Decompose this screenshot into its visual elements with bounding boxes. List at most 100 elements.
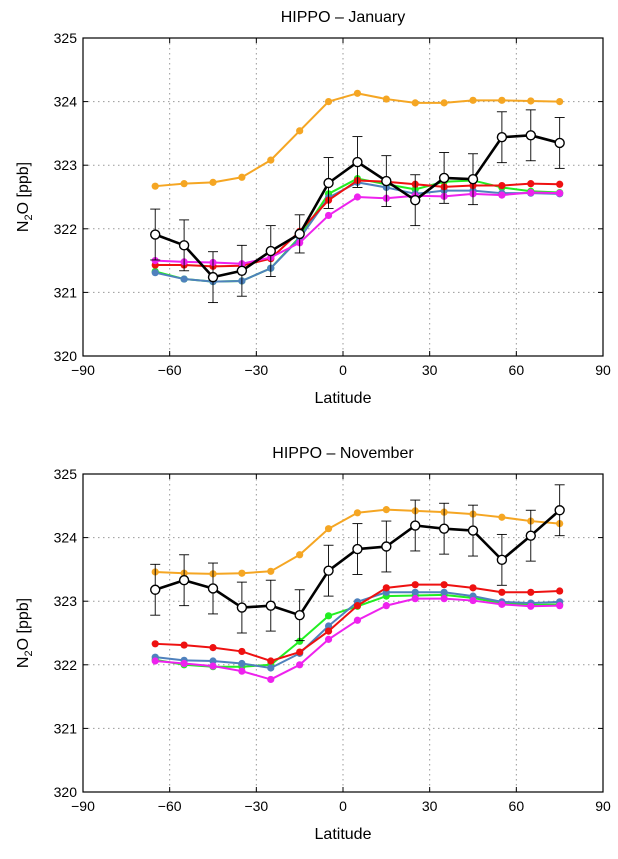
x-tick-label: 90 — [595, 798, 611, 814]
data-point — [324, 635, 333, 643]
data-point — [469, 96, 477, 104]
data-point — [324, 98, 333, 106]
data-point — [238, 569, 246, 577]
series-line — [155, 191, 560, 265]
data-point — [498, 191, 506, 199]
data-point — [324, 622, 333, 630]
data-point — [440, 99, 448, 107]
data-point — [323, 177, 334, 189]
data-point — [382, 506, 390, 514]
data-point — [238, 659, 246, 668]
y-tick-label: 322 — [54, 657, 78, 673]
data-point — [238, 667, 246, 675]
data-point — [323, 565, 334, 576]
data-point — [353, 509, 362, 517]
y-axis-label: N2O [ppb] — [15, 162, 35, 232]
data-point — [151, 640, 159, 648]
data-point — [296, 648, 304, 656]
data-point — [236, 602, 248, 613]
data-point — [556, 180, 564, 188]
y-tick-label: 324 — [54, 530, 78, 546]
data-point — [296, 661, 304, 669]
data-point — [180, 641, 188, 649]
data-point — [296, 551, 304, 559]
chart-panel-2: HIPPO – November −90 −60 −30 0 30 60 90 320 321 32… — [15, 445, 611, 843]
data-point — [265, 600, 276, 611]
data-point — [527, 188, 535, 197]
y-tick-label: 323 — [54, 593, 78, 609]
data-point — [151, 182, 159, 190]
x-tick-label: −30 — [244, 798, 268, 814]
data-point — [527, 602, 535, 610]
y-tick-label: 323 — [54, 157, 78, 173]
data-point — [209, 644, 217, 652]
data-point — [554, 137, 565, 149]
series-1 — [151, 506, 564, 578]
data-point — [178, 575, 190, 586]
data-point — [410, 520, 421, 531]
data-point — [151, 269, 159, 277]
series-1 — [151, 89, 564, 190]
data-point — [294, 609, 305, 621]
data-point — [324, 612, 333, 620]
data-point — [438, 523, 450, 534]
data-point — [324, 211, 333, 220]
series-6 — [150, 109, 565, 304]
data-point — [382, 602, 390, 610]
chart-title: HIPPO – January — [281, 9, 406, 26]
data-point — [151, 257, 159, 265]
x-tick-label: 60 — [509, 362, 525, 378]
data-point — [180, 180, 188, 188]
data-point — [209, 657, 217, 665]
data-point — [525, 130, 536, 141]
data-point — [353, 616, 362, 624]
data-point — [296, 637, 304, 645]
data-point — [438, 172, 450, 184]
data-point — [238, 173, 246, 181]
data-point — [556, 189, 564, 197]
data-point — [411, 99, 419, 107]
data-point — [353, 602, 362, 610]
data-point — [554, 505, 565, 516]
y-axis-label: N2O [ppb] — [15, 598, 35, 668]
data-point — [440, 581, 448, 589]
data-point — [267, 675, 275, 684]
y-tick-label: 321 — [54, 720, 78, 736]
data-point — [381, 175, 392, 187]
x-axis-label: Latitude — [315, 826, 372, 843]
data-point — [236, 265, 248, 276]
x-tick-label: −60 — [158, 362, 182, 378]
data-point — [498, 96, 506, 104]
x-tick-label: 30 — [422, 798, 438, 814]
data-point — [180, 659, 188, 668]
data-point — [411, 595, 419, 603]
y-axis-label-subscript: 2 — [23, 650, 35, 656]
y-tick-label: 321 — [54, 284, 78, 300]
x-tick-label: 30 — [422, 362, 438, 378]
data-point — [352, 543, 363, 555]
series-4 — [151, 581, 564, 665]
data-point — [496, 554, 508, 566]
data-point — [411, 581, 419, 589]
chart-title: HIPPO – November — [272, 445, 414, 462]
data-point — [498, 588, 506, 596]
data-point — [207, 583, 219, 594]
x-tick-label: −30 — [244, 362, 268, 378]
data-point — [410, 194, 421, 206]
data-point — [238, 647, 246, 656]
series-5 — [151, 595, 564, 684]
series-6 — [150, 484, 565, 642]
x-tick-label: −60 — [158, 798, 182, 814]
y-axis-label-main: N — [15, 657, 32, 669]
data-point — [382, 95, 390, 103]
x-tick-label: 0 — [339, 362, 347, 378]
data-point — [324, 525, 333, 533]
x-axis-label: Latitude — [315, 390, 372, 407]
data-point — [150, 229, 161, 240]
x-tick-label: 90 — [595, 362, 611, 378]
data-point — [556, 587, 564, 595]
data-point — [150, 584, 161, 595]
x-tick-label: −90 — [71, 362, 95, 378]
data-point — [294, 228, 305, 240]
